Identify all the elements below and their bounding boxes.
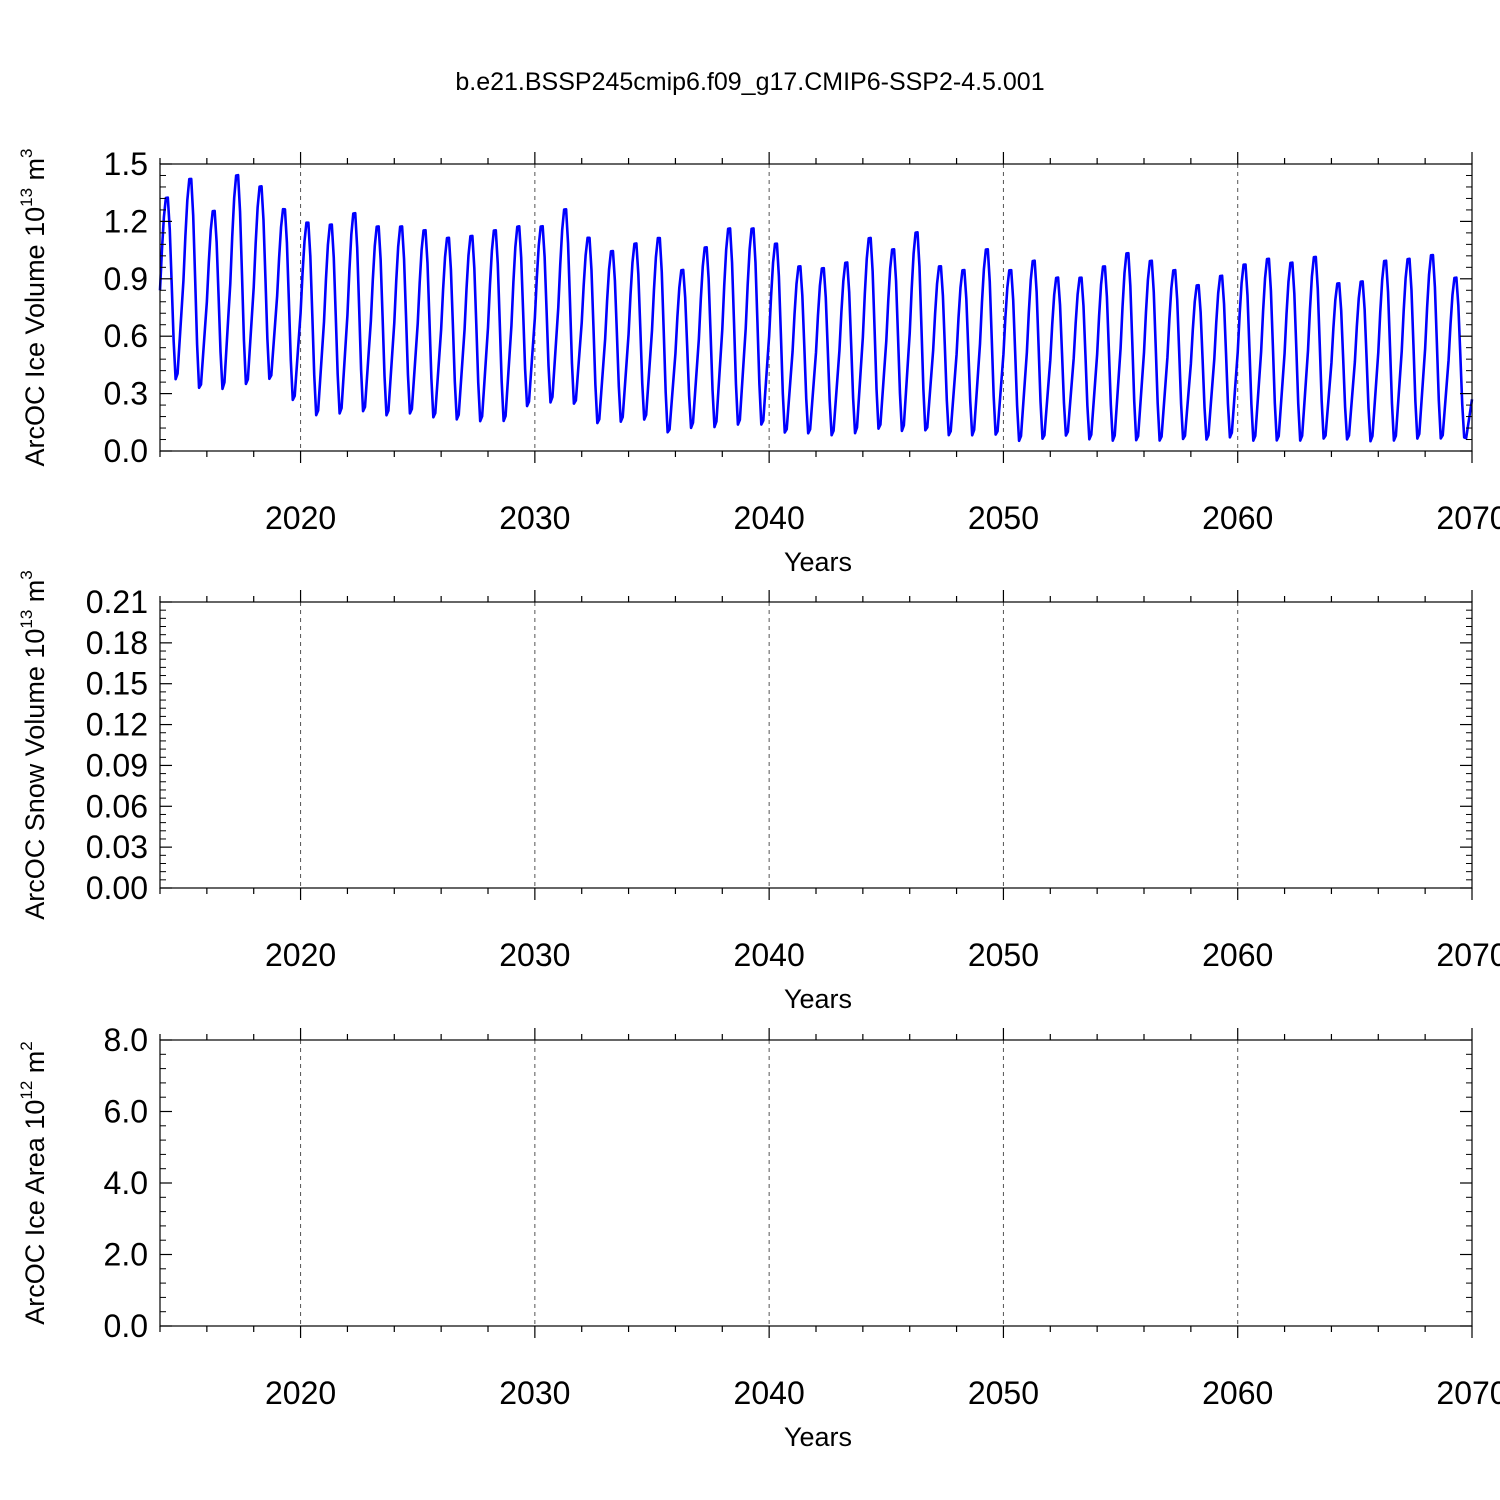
y-tick-label: 0.0 bbox=[104, 1308, 148, 1344]
y-tick-label: 0.00 bbox=[86, 870, 148, 906]
y-tick-label: 0.18 bbox=[86, 625, 148, 661]
x-axis-label: Years bbox=[784, 984, 852, 1014]
y-axis-label: ArcOC Snow Volume 1013 m3 bbox=[17, 570, 50, 920]
x-tick-label: 2020 bbox=[265, 1375, 336, 1411]
x-tick-label: 2040 bbox=[734, 1375, 805, 1411]
x-tick-label: 2020 bbox=[265, 937, 336, 973]
y-tick-label: 0.12 bbox=[86, 707, 148, 743]
ice-volume-series-line bbox=[158, 173, 1474, 443]
x-tick-label: 2060 bbox=[1202, 1375, 1273, 1411]
plot-frame bbox=[159, 601, 1473, 889]
y-tick-label: 0.15 bbox=[86, 666, 148, 702]
y-tick-label: 6.0 bbox=[104, 1094, 148, 1130]
y-tick-label: 0.0 bbox=[104, 433, 148, 469]
x-tick-label: 2030 bbox=[499, 500, 570, 536]
y-tick-label: 1.2 bbox=[104, 203, 148, 239]
x-tick-label: 2020 bbox=[265, 500, 336, 536]
ice-volume-panel: 0.0 0.3 0.6 0.9 1.2 1.5 2020 2030 2040 2050 2060 20… bbox=[17, 146, 1500, 577]
x-tick-label: 2070 bbox=[1436, 937, 1500, 973]
x-axis-label: Years bbox=[784, 547, 852, 577]
x-axis-label: Years bbox=[784, 1422, 852, 1452]
x-tick-label: 2070 bbox=[1436, 500, 1500, 536]
x-tick-label: 2040 bbox=[734, 500, 805, 536]
x-tick-label: 2040 bbox=[734, 937, 805, 973]
y-tick-label: 0.21 bbox=[86, 584, 148, 620]
x-tick-label: 2050 bbox=[968, 1375, 1039, 1411]
y-tick-label: 0.9 bbox=[104, 261, 148, 297]
y-tick-label: 2.0 bbox=[104, 1237, 148, 1273]
y-tick-label: 0.06 bbox=[86, 788, 148, 824]
snow-volume-panel: 0.00 0.03 0.06 0.09 0.12 0.15 0.18 0.21 2020 2030… bbox=[17, 570, 1500, 1014]
x-tick-label: 2050 bbox=[968, 500, 1039, 536]
y-tick-label: 0.3 bbox=[104, 376, 148, 412]
x-tick-label: 2050 bbox=[968, 937, 1039, 973]
x-tick-label: 2030 bbox=[499, 1375, 570, 1411]
x-tick-label: 2060 bbox=[1202, 937, 1273, 973]
y-tick-label: 0.6 bbox=[104, 318, 148, 354]
y-axis-label: ArcOC Ice Area 1012 m2 bbox=[17, 1041, 50, 1325]
y-tick-label: 0.09 bbox=[86, 747, 148, 783]
y-axis-label: ArcOC Ice Volume 1013 m3 bbox=[17, 148, 50, 466]
x-tick-label: 2060 bbox=[1202, 500, 1273, 536]
y-tick-label: 4.0 bbox=[104, 1165, 148, 1201]
plot-frame bbox=[159, 1039, 1473, 1327]
y-tick-label: 8.0 bbox=[104, 1022, 148, 1058]
ice-area-panel: 0.0 2.0 4.0 6.0 8.0 2020 2030 2040 2050 2060 2070 Y… bbox=[17, 1022, 1500, 1452]
x-tick-label: 2070 bbox=[1436, 1375, 1500, 1411]
y-tick-label: 1.5 bbox=[104, 146, 148, 182]
figure-title: b.e21.BSSP245cmip6.f09_g17.CMIP6-SSP2-4.… bbox=[455, 68, 1045, 96]
y-tick-label: 0.03 bbox=[86, 829, 148, 865]
x-tick-label: 2030 bbox=[499, 937, 570, 973]
